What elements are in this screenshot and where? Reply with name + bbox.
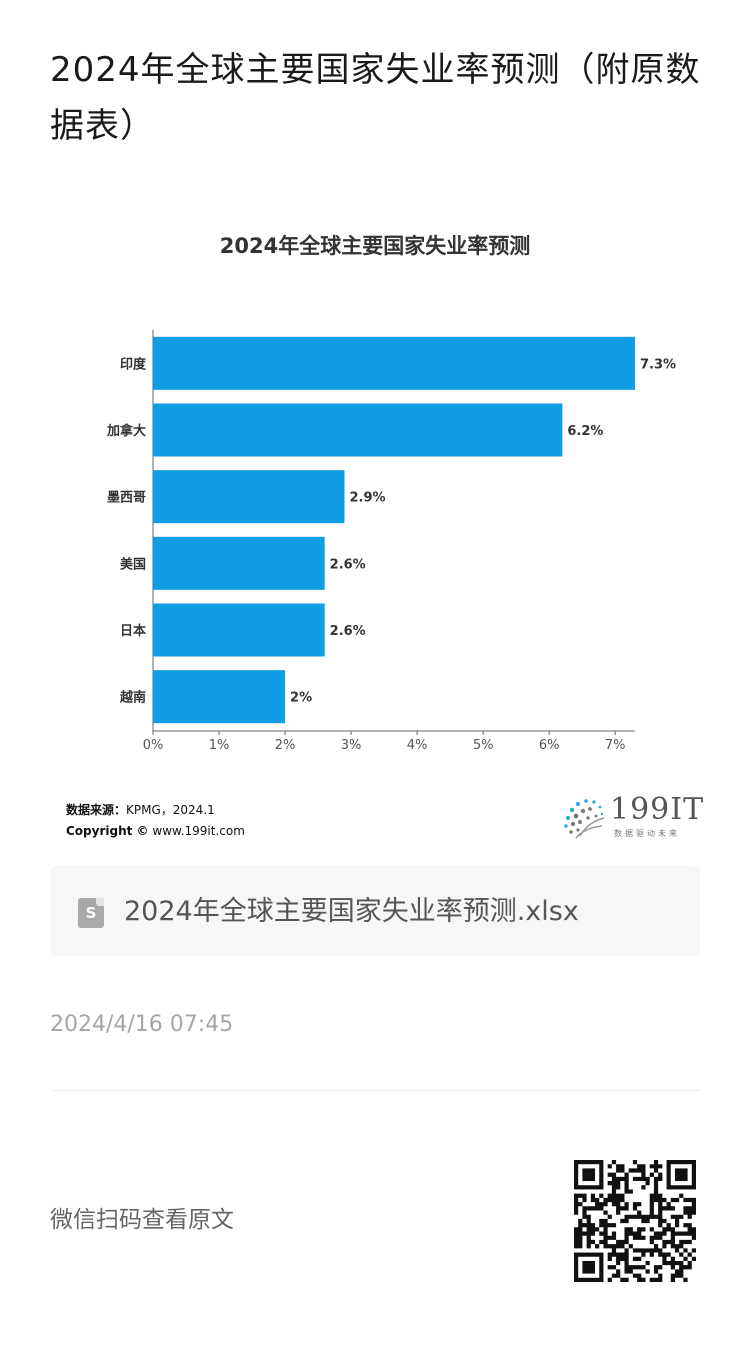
bar-chart: 2024年全球主要国家失业率预测 印度 7.3% 加拿大 6.2% 墨西哥 2.9% 美国 2… [0,210,750,850]
file-icon-letter: S [85,904,97,922]
copyright-line: Copyright © www.199it.com [66,821,245,842]
chart-svg: 2024年全球主要国家失业率预测 印度 7.3% 加拿大 6.2% 墨西哥 2.9% 美国 2… [106,234,676,753]
qr-code-graphic [573,1159,697,1283]
category-label: 印度 [120,356,147,372]
x-tick-label: 7% [605,738,626,753]
source-label: 数据来源： [66,803,127,817]
source-text: KPMG，2024.1 [126,803,215,817]
x-tick-label: 2% [275,738,296,753]
bar [153,670,286,724]
data-label: 6.2% [567,424,603,439]
data-label: 2.6% [330,624,366,639]
logo-dots-icon [564,799,605,839]
bar [153,470,345,524]
scan-prompt: 微信扫码查看原文 [50,1207,234,1233]
bar [153,336,635,390]
source-block: 数据来源：KPMG，2024.1 Copyright © www.199it.c… [66,800,245,842]
logo-subtitle: 数据驱动未来 [614,829,680,838]
category-label: 加拿大 [106,423,146,439]
data-label: 2% [290,691,312,706]
data-label: 2.9% [349,491,385,506]
chart-title: 2024年全球主要国家失业率预测 [220,234,530,258]
publish-timestamp: 2024/4/16 07:45 [50,1012,234,1037]
spreadsheet-file-icon: S [78,898,104,928]
bar [153,536,325,590]
category-label: 越南 [119,690,146,706]
data-label: 7.3% [640,357,676,372]
copyright-text: www.199it.com [152,824,245,838]
x-tick-label: 4% [407,738,428,753]
bar [153,403,563,457]
x-tick-label: 1% [209,738,230,753]
attachment-card[interactable]: S 2024年全球主要国家失业率预测.xlsx [50,866,700,956]
divider [50,1090,700,1091]
source-line: 数据来源：KPMG，2024.1 [66,800,245,821]
bar [153,603,325,657]
logo-text: 199IT [610,792,705,827]
category-label: 美国 [120,556,146,572]
brand-logo: 199IT 数据驱动未来 [558,792,703,844]
category-label: 墨西哥 [107,490,146,506]
category-label: 日本 [120,623,146,639]
data-label: 2.6% [330,557,366,572]
article-title: 2024年全球主要国家失业率预测（附原数据表） [50,50,701,146]
x-tick-label: 5% [473,738,494,753]
copyright-label: Copyright © [66,824,149,838]
x-tick-label: 3% [341,738,362,753]
attachment-file-name[interactable]: 2024年全球主要国家失业率预测.xlsx [124,896,579,927]
bars-layer: 印度 7.3% 加拿大 6.2% 墨西哥 2.9% 美国 2.6% 日本 2.6% 越南 2% 0% 1%… [106,330,676,753]
x-tick-label: 6% [539,738,560,753]
x-tick-label: 0% [143,738,164,753]
qr-code-icon[interactable] [573,1159,697,1283]
